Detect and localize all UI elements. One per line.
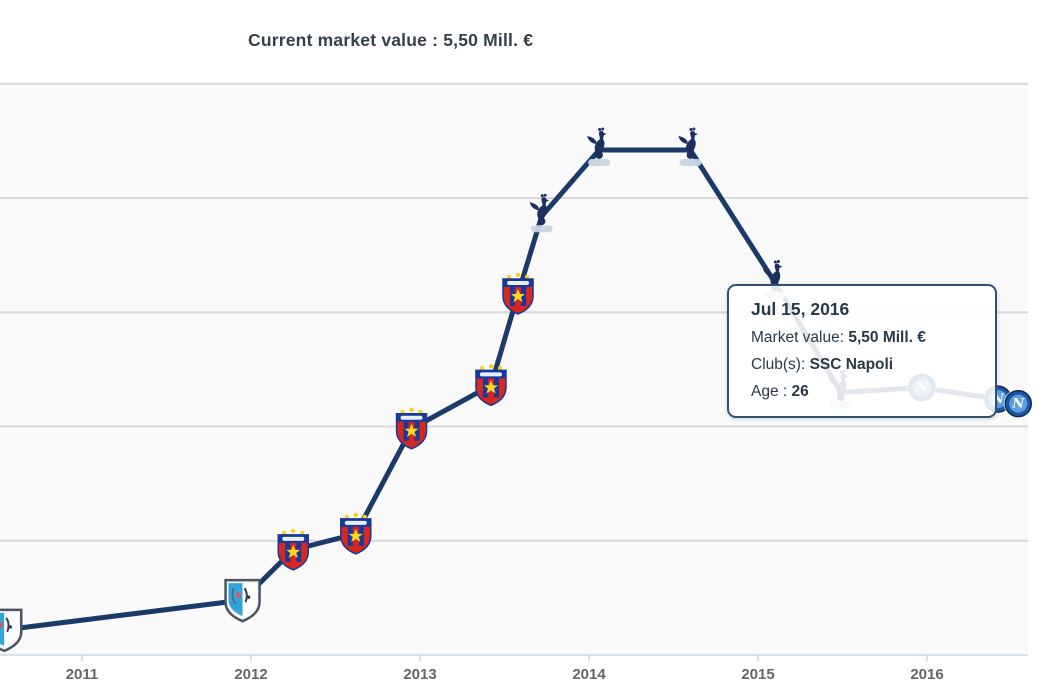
x-axis-label: 2012: [234, 666, 267, 683]
tooltip-market-value-label: Market value:: [751, 329, 845, 346]
ssc-napoli-club-badge-icon[interactable]: [1003, 388, 1034, 419]
steaua-bucuresti-club-badge-icon[interactable]: [475, 363, 507, 407]
tooltip-market-value: 5,50 Mill. €: [848, 329, 926, 346]
tooltip-age-row: Age : 26: [751, 383, 975, 401]
tooltip-date: Jul 15, 2016: [751, 299, 850, 319]
chart-title: Current market value : 5,50 Mill. €: [248, 30, 534, 50]
x-axis-label: 2013: [403, 666, 436, 683]
x-axis-label: 2011: [66, 666, 99, 683]
steaua-bucuresti-club-badge-icon[interactable]: [395, 406, 428, 450]
tooltip-club-label: Club(s):: [751, 356, 806, 373]
x-axis-label: 2015: [741, 666, 774, 683]
steaua-bucuresti-club-badge-icon[interactable]: [277, 527, 309, 571]
tooltip-age-label: Age :: [751, 383, 788, 400]
x-axis-label: 2016: [910, 666, 943, 683]
tooltip-market-value-row: Market value: 5,50 Mill. €: [751, 329, 975, 347]
x-axis-label: 2014: [572, 666, 606, 683]
steaua-bucuresti-club-badge-icon[interactable]: [340, 511, 372, 555]
pandurii-targu-jiu-club-badge-icon[interactable]: [224, 578, 261, 623]
chart-tooltip: Jul 15, 2016 Market value: 5,50 Mill. € …: [727, 284, 997, 418]
tooltip-club-row: Club(s): SSC Napoli: [751, 356, 975, 374]
steaua-bucuresti-club-badge-icon[interactable]: [502, 272, 534, 315]
tooltip-club: SSC Napoli: [809, 356, 894, 373]
tooltip-age: 26: [791, 383, 809, 400]
